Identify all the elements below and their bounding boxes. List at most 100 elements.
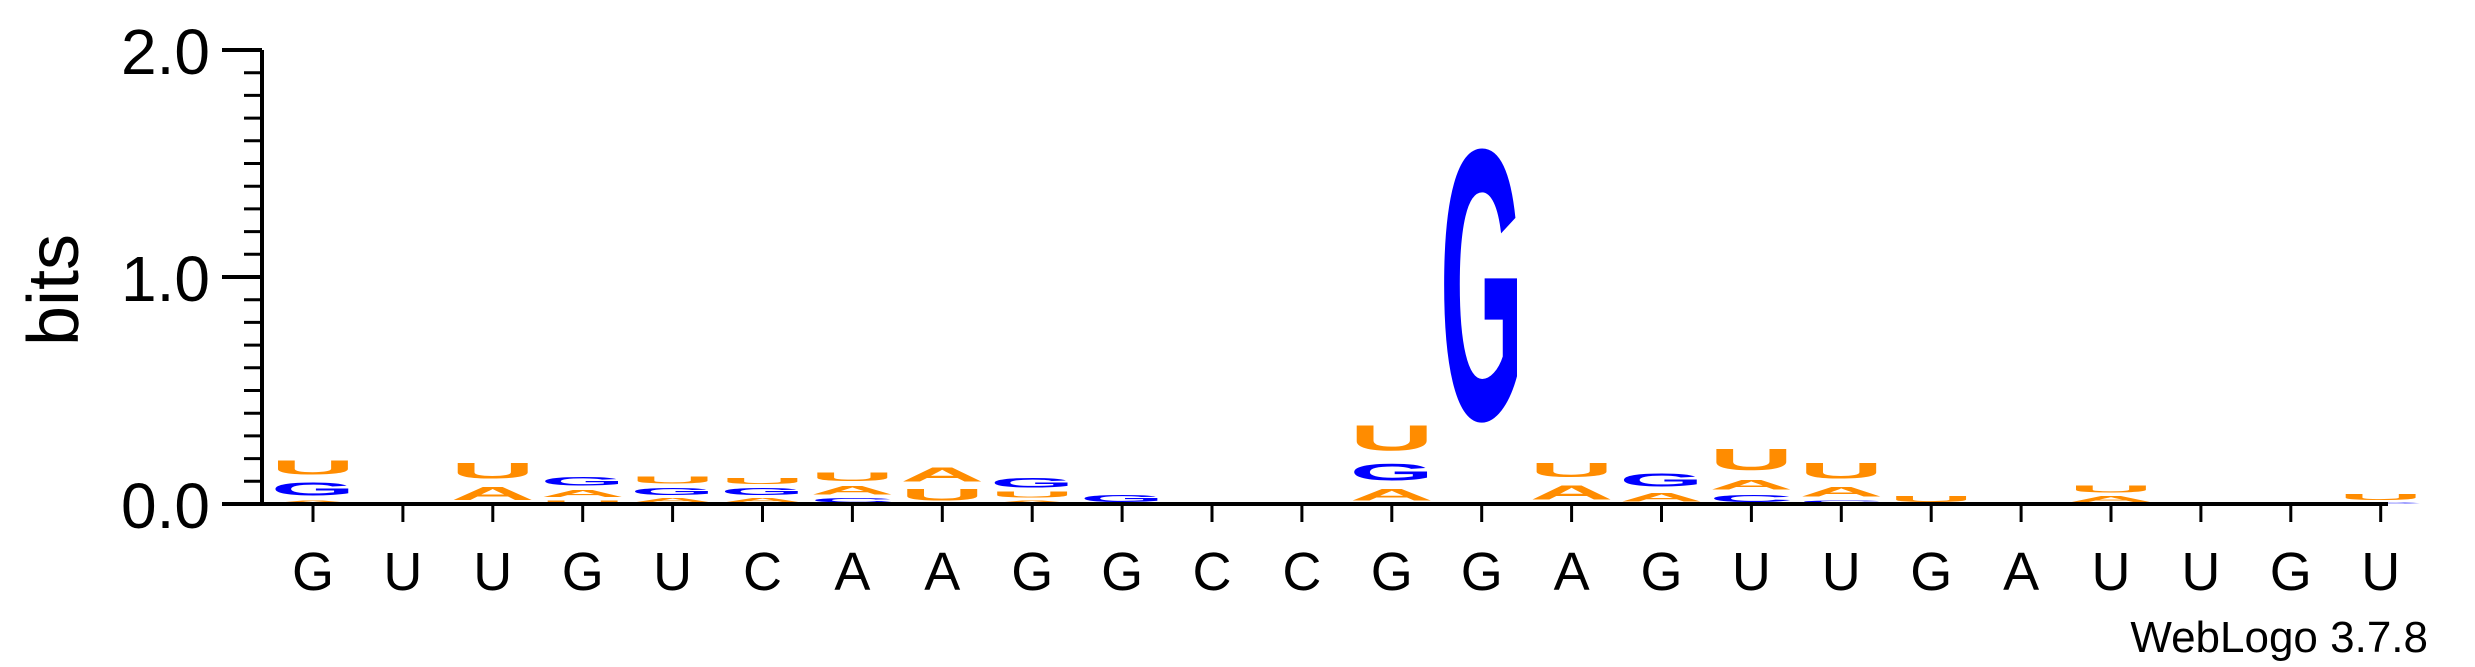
x-tick-label: G: [562, 542, 604, 602]
svg-text:G: G: [541, 475, 625, 489]
svg-text:U: U: [1350, 418, 1434, 459]
logo-letter-A: A: [721, 497, 805, 504]
logo-letter-C: C: [1709, 493, 1793, 504]
logo-letter-G: G: [541, 475, 625, 489]
svg-text:G: G: [631, 486, 715, 497]
logo-letter-C: C: [810, 497, 894, 504]
svg-text:U: U: [1709, 443, 1793, 477]
svg-text:A: A: [1350, 486, 1434, 504]
logo-letter-G: G: [1620, 470, 1704, 490]
svg-text:A: A: [2069, 495, 2153, 504]
logo-letter-U: U: [1709, 443, 1793, 477]
svg-text:C: C: [810, 497, 894, 504]
svg-text:U: U: [2069, 484, 2153, 495]
svg-text:A: A: [721, 497, 805, 504]
svg-text:A: A: [1799, 483, 1883, 499]
logo-letter-U: U: [720, 477, 804, 486]
logo-letter-U: U: [631, 475, 715, 486]
logo-letter-A: A: [1799, 483, 1883, 499]
logo-letter-A: A: [900, 463, 984, 486]
x-tick-label: U: [2361, 542, 2400, 602]
logo-letter-U: U: [451, 458, 535, 483]
x-tick-label: G: [1910, 542, 1952, 602]
logo-letter-U: U: [2339, 493, 2423, 502]
x-tick-label: U: [1822, 542, 1861, 602]
logo-letter-A: A: [451, 484, 535, 504]
y-tick-label: 2.0: [121, 16, 210, 88]
logo-letter-G: G: [271, 479, 355, 499]
logo-letter-A: A: [631, 497, 715, 504]
x-tick-label: G: [1371, 542, 1413, 602]
svg-text:U: U: [1799, 458, 1883, 483]
x-tick-label: U: [383, 542, 422, 602]
svg-text:U: U: [2339, 493, 2423, 502]
svg-text:A: A: [990, 500, 1074, 504]
x-tick-label: G: [2270, 542, 2312, 602]
x-tick-label: A: [1554, 542, 1590, 602]
svg-text:A: A: [810, 483, 894, 497]
logo-letter-G: G: [1440, 70, 1524, 502]
logo-letter-U: U: [541, 500, 625, 504]
logo-letter-G: G: [990, 475, 1074, 491]
x-tick-label: G: [292, 542, 334, 602]
logo-letter-U: U: [1799, 458, 1883, 483]
svg-text:A: A: [631, 497, 715, 504]
svg-text:U: U: [810, 470, 894, 484]
x-tick-label: U: [653, 542, 692, 602]
logo-letter-U: U: [990, 490, 1074, 499]
logo-letter-G: G: [1350, 458, 1434, 485]
x-tick-label: U: [2181, 542, 2220, 602]
x-tick-label: A: [924, 542, 960, 602]
x-tick-label: U: [2092, 542, 2131, 602]
logo-letter-U: U: [1350, 418, 1434, 459]
x-tick-label: G: [1101, 542, 1143, 602]
y-tick-label: 0.0: [121, 470, 210, 542]
svg-text:G: G: [1620, 470, 1704, 490]
svg-text:G: G: [1440, 70, 1524, 502]
logo-letter-U: U: [271, 456, 355, 479]
logo-letter-G: G: [721, 486, 805, 497]
weblogo-credit: WebLogo 3.7.8: [2130, 613, 2428, 662]
x-tick-label: C: [743, 542, 782, 602]
y-tick-label: 1.0: [121, 243, 210, 315]
logo-letter-A: A: [2069, 495, 2153, 504]
svg-text:C: C: [1799, 500, 1883, 504]
x-tick-label: U: [1732, 542, 1771, 602]
logo-letter-A: A: [810, 483, 894, 497]
logo-letter-U: U: [810, 470, 894, 484]
y-axis-label: bits: [14, 234, 94, 346]
logo-letter-A: A: [1709, 477, 1793, 493]
logo-letter-A: A: [1530, 481, 1614, 504]
logo-letter-A: A: [1620, 490, 1704, 504]
svg-text:A: A: [1530, 481, 1614, 504]
svg-text:A: A: [541, 488, 625, 499]
svg-text:A: A: [271, 500, 355, 504]
logo-letter-A: A: [1350, 486, 1434, 504]
logo-letter-G: G: [631, 486, 715, 497]
x-tick-label: G: [1640, 542, 1682, 602]
svg-text:U: U: [900, 486, 984, 504]
x-tick-label: U: [473, 542, 512, 602]
x-tick-label: C: [1193, 542, 1232, 602]
svg-text:U: U: [1889, 495, 1973, 504]
svg-text:C: C: [1709, 493, 1793, 504]
svg-text:U: U: [451, 458, 535, 483]
logo-letter-G: G: [1080, 493, 1164, 504]
x-tick-label: G: [1011, 542, 1053, 602]
x-tick-label: C: [1282, 542, 1321, 602]
x-tick-label: A: [834, 542, 870, 602]
logo-letter-U: U: [2069, 484, 2153, 495]
logo-letter-A: A: [271, 500, 355, 504]
logo-stacks: AGUAUUAGAGUAGUCAUUAAUGGAGUGAUAGCAUCAUUUA…: [271, 70, 2423, 504]
svg-text:A: A: [900, 463, 984, 486]
x-tick-label: A: [2003, 542, 2039, 602]
logo-letter-A: A: [990, 500, 1074, 504]
svg-text:G: G: [271, 479, 355, 499]
svg-text:G: G: [990, 475, 1074, 491]
svg-text:A: A: [451, 484, 535, 504]
y-axis-ticks: 0.0 1.0 2.0: [121, 16, 262, 542]
svg-text:A: A: [1620, 490, 1704, 504]
svg-text:G: G: [1350, 458, 1434, 485]
